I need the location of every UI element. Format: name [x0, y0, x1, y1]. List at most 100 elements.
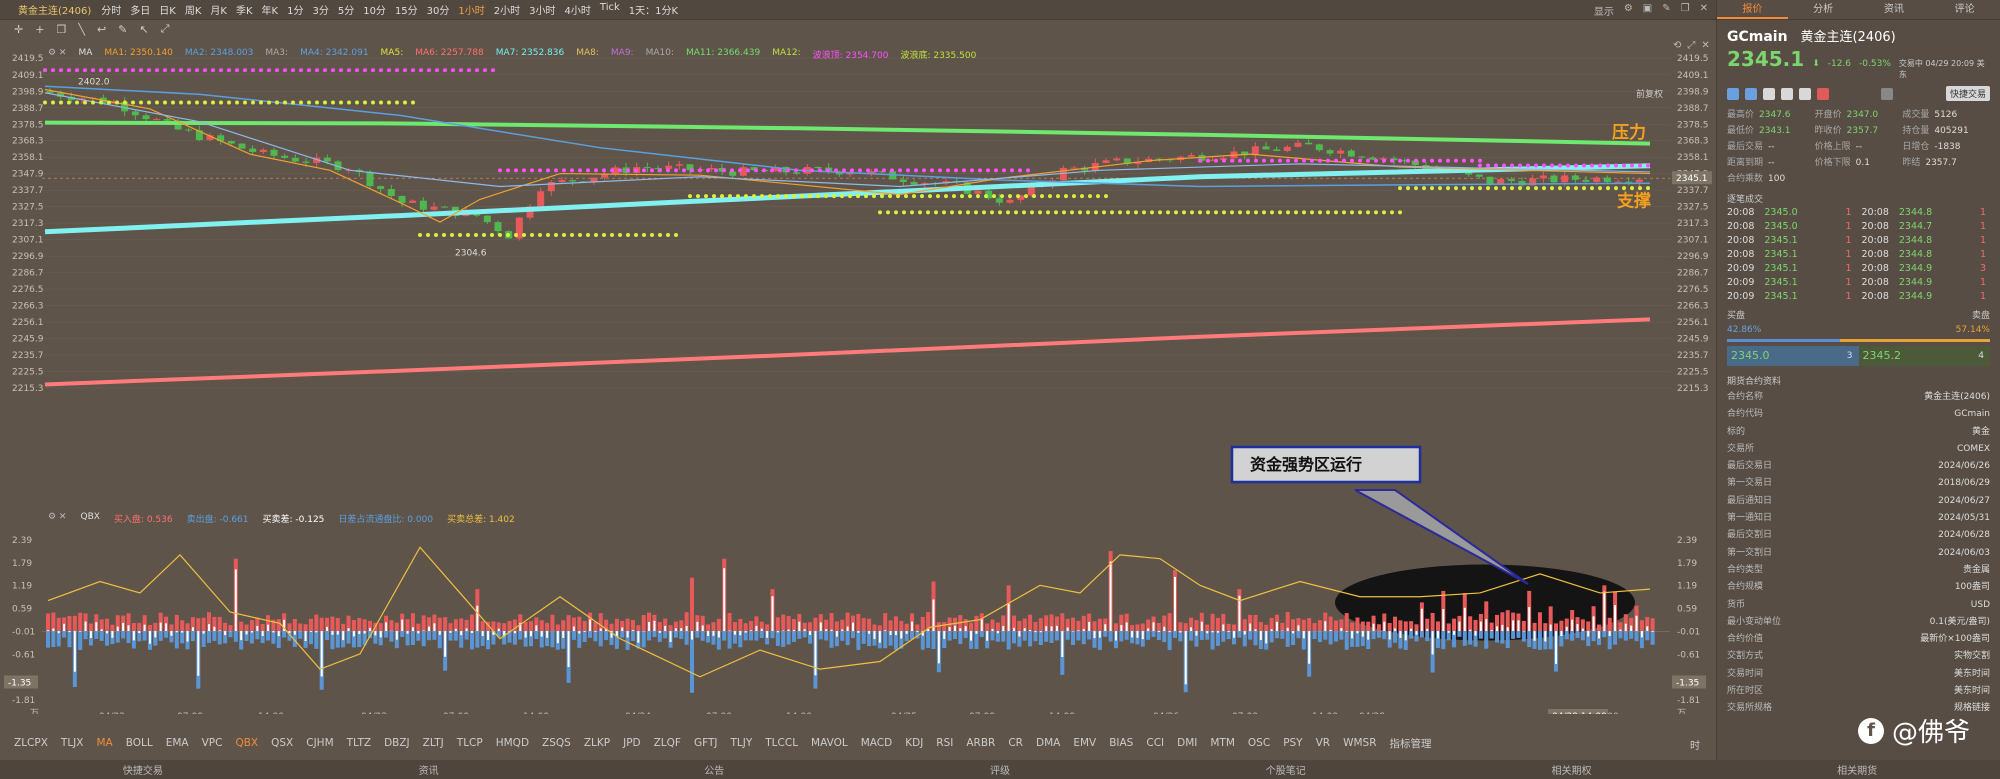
close-chart-icon[interactable]: ✕	[1701, 40, 1710, 51]
list-icon[interactable]	[1781, 87, 1793, 100]
indicator-tab[interactable]: BOLL	[125, 737, 153, 749]
indicator-tab[interactable]: EMA	[165, 737, 189, 749]
doc-icon[interactable]	[1763, 87, 1775, 100]
indicator-tab[interactable]: MA	[96, 737, 113, 749]
indicator-tab[interactable]: OSC	[1247, 737, 1271, 749]
indicator-tab[interactable]: ZSQS	[542, 737, 571, 749]
timeframe-5[interactable]: 季K	[235, 6, 253, 17]
right-tab[interactable]: 评论	[1954, 4, 1975, 15]
timeframe-1[interactable]: 多日	[130, 6, 151, 17]
footer-tab[interactable]: 相关期货	[1837, 766, 1878, 777]
footer-tab[interactable]: 个股笔记	[1265, 766, 1306, 777]
timeframe-11[interactable]: 15分	[394, 6, 418, 17]
zoom-in-icon[interactable]: +	[35, 22, 45, 36]
indicator-tab[interactable]: GFTJ	[693, 737, 718, 749]
timeframe-4[interactable]: 月K	[210, 6, 227, 17]
indicator-tab[interactable]: CR	[1008, 737, 1023, 749]
indicator-tab[interactable]: VPC	[201, 737, 223, 749]
pointer-icon[interactable]: ↖	[139, 22, 149, 36]
lock-icon[interactable]	[1881, 87, 1894, 100]
indicator-tab[interactable]: DBZJ	[384, 737, 410, 749]
indicator-tab[interactable]: ZLKP	[583, 737, 611, 749]
refresh-icon[interactable]: ⟲	[1673, 40, 1682, 51]
expand-icon[interactable]: ⤢	[160, 22, 170, 35]
timeframe-6[interactable]: 年K	[261, 6, 279, 17]
indicator-tab[interactable]: MACD	[860, 737, 893, 749]
fast-trade-button[interactable]: 快捷交易	[1945, 86, 1990, 101]
crosshair-icon[interactable]: ✛	[14, 22, 24, 36]
indicator-tab[interactable]: CJHM	[306, 737, 334, 749]
display-menu[interactable]: 显示	[1593, 7, 1614, 18]
right-tab[interactable]: 资讯	[1883, 4, 1904, 15]
indicator-tab[interactable]: TLJY	[730, 737, 753, 749]
footer-tab[interactable]: 资讯	[418, 766, 439, 777]
timeframe-3[interactable]: 周K	[184, 6, 202, 17]
indicator-tab[interactable]: PSY	[1283, 737, 1303, 749]
gear-icon[interactable]: ⚙ ✕	[48, 48, 67, 58]
camera-icon[interactable]: ▣	[1642, 3, 1653, 14]
footer-tab[interactable]: 快捷交易	[122, 766, 163, 777]
indicator-tab[interactable]: TLJX	[60, 737, 84, 749]
indicator-tab[interactable]: HMQD	[495, 737, 530, 749]
right-tab[interactable]: 报价	[1717, 0, 1788, 19]
footer-tab[interactable]: 相关期权	[1551, 766, 1592, 777]
stats-icon[interactable]	[1745, 87, 1757, 100]
indicator-tab[interactable]: JPD	[623, 737, 641, 749]
ask-cell[interactable]: 2345.2 4	[1858, 346, 1990, 366]
window-icon[interactable]: ❐	[1680, 3, 1690, 14]
alert-icon[interactable]	[1727, 87, 1739, 100]
timeframe-0[interactable]: 分时	[101, 6, 122, 17]
fullscreen-icon[interactable]: ⤢	[1687, 40, 1696, 51]
pen-tool-icon[interactable]: ✎	[118, 22, 128, 36]
indicator-tab[interactable]: BIAS	[1109, 737, 1134, 749]
footer-tab[interactable]: 公告	[704, 766, 725, 777]
indicator-tab[interactable]: WMSR	[1343, 737, 1377, 749]
indicator-tab[interactable]: VR	[1315, 737, 1331, 749]
timeframe-8[interactable]: 3分	[312, 6, 329, 17]
timeframe-17[interactable]: Tick	[599, 2, 620, 13]
indicator-tab[interactable]: DMA	[1035, 737, 1061, 749]
line-tool-icon[interactable]: ╲	[78, 22, 85, 36]
indicator-tab[interactable]: ZLCPX	[14, 737, 48, 749]
indicator-tab[interactable]: MAVOL	[811, 737, 848, 749]
grid-icon[interactable]	[1799, 87, 1811, 100]
layout-icon[interactable]: ❐	[56, 22, 67, 36]
indicator-tab[interactable]: KDJ	[905, 737, 924, 749]
arrow-tool-icon[interactable]: ↩	[96, 22, 107, 36]
timeframe-2[interactable]: 日K	[159, 6, 176, 17]
indicator-tab[interactable]: QSX	[271, 737, 294, 749]
indicator-tab[interactable]: QBX	[235, 737, 259, 749]
timeframe-7[interactable]: 1分	[287, 6, 304, 17]
indicator-tab[interactable]: TLTZ	[346, 737, 372, 749]
restore-button[interactable]: 前复权	[1636, 90, 1664, 100]
footer-tab[interactable]: 评级	[990, 766, 1011, 777]
bid-cell[interactable]: 2345.0 3	[1727, 346, 1859, 366]
timeframe-18[interactable]: 1天：1分K	[628, 6, 679, 17]
timeframe-13[interactable]: 1小时	[458, 6, 485, 17]
indicator-tab[interactable]: ZLQF	[653, 737, 681, 749]
indicator-tab[interactable]: EMV	[1073, 737, 1097, 749]
indicator-tab[interactable]: TLCCL	[765, 737, 799, 749]
right-tab[interactable]: 分析	[1813, 4, 1834, 15]
indicator-tab[interactable]: RSI	[936, 737, 954, 749]
settings-icon[interactable]: ⚙	[1623, 3, 1633, 14]
indicator-tab[interactable]: CCI	[1146, 737, 1165, 749]
indicator-tab[interactable]: ARBR	[966, 737, 996, 749]
indicator-tab[interactable]: TLCP	[456, 737, 483, 749]
sub-gear-icon[interactable]: ⚙ ✕	[48, 512, 67, 522]
indicator-tab[interactable]: 指标管理	[1389, 737, 1432, 750]
timeframe-15[interactable]: 3小时	[529, 6, 556, 17]
close-icon[interactable]: ✕	[1699, 3, 1708, 14]
heart-icon[interactable]	[1817, 87, 1829, 100]
edit-icon[interactable]: ✎	[1662, 3, 1671, 14]
chart-area[interactable]: 2419.5 2419.5 2409.1 2409.1 2398.9 2398.9 2388…	[0, 38, 1716, 722]
indicator-tab[interactable]: DMI	[1177, 737, 1198, 749]
timeframe-14[interactable]: 2小时	[493, 6, 521, 17]
indicator-tab[interactable]: ZLTJ	[422, 737, 444, 749]
timeframe-10[interactable]: 10分	[363, 6, 386, 17]
timeframe-16[interactable]: 4小时	[564, 6, 591, 17]
indicator-tab[interactable]: MTM	[1210, 737, 1235, 749]
timeframe-9[interactable]: 5分	[337, 6, 355, 17]
timeframe-12[interactable]: 30分	[426, 6, 450, 17]
